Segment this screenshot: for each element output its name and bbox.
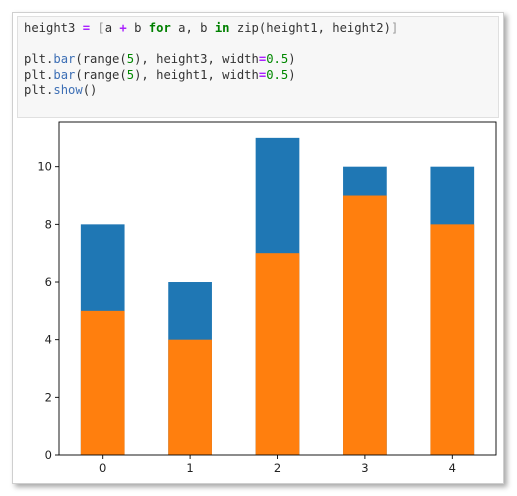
code-token: = (82, 21, 91, 35)
code-line: plt.show() (24, 83, 97, 98)
code-token: ) (288, 52, 296, 66)
y-tick-label: 10 (37, 160, 52, 174)
bar-series1-1 (168, 339, 212, 455)
code-token: plt. (24, 52, 54, 66)
x-tick-label: 0 (99, 461, 106, 475)
code-line: height3 = [a + b for a, b in zip(height1… (24, 21, 398, 36)
x-tick-label: 2 (274, 461, 281, 475)
code-token: ), height3, width (134, 52, 259, 66)
code-token: 0.5 (266, 52, 289, 66)
bar-series1-4 (430, 224, 475, 455)
notebook-cell: height3 = [a + b for a, b in zip(height1… (12, 12, 504, 484)
code-token: (range( (75, 52, 127, 66)
code-token: ), height1, width (134, 67, 259, 82)
code-token: [ (90, 21, 105, 35)
code-token: for (148, 21, 171, 35)
cell-output: 0 1 2 3 4 0 2 4 6 8 10 (13, 119, 503, 483)
code-input-area[interactable]: height3 = [a + b for a, b in zip(height1… (17, 16, 499, 118)
y-tick-label: 8 (45, 217, 52, 231)
x-tick-label: 1 (186, 461, 193, 475)
code-token: = (258, 67, 267, 82)
code-token: + (119, 21, 127, 35)
y-tick-label: 2 (45, 390, 52, 404)
code-token: bar (53, 52, 76, 66)
code-token: plt. (24, 83, 54, 97)
code-token: 5 (126, 52, 135, 66)
code-token: = (258, 52, 267, 66)
bar-chart: 0 1 2 3 4 0 2 4 6 8 10 (37, 121, 497, 475)
code-token: (range( (75, 67, 127, 82)
y-tick-label: 0 (45, 448, 52, 462)
bar-series1-2 (255, 253, 300, 455)
bar-series1-0 (80, 310, 125, 455)
bar-series1-3 (343, 195, 387, 455)
code-line: plt.bar(range(5), height1, width=0.5) (24, 68, 296, 83)
x-tick-label: 4 (449, 461, 456, 475)
y-tick-label: 4 (45, 333, 52, 347)
code-token: ] (390, 21, 399, 35)
x-tick-label: 3 (361, 461, 368, 475)
code-token: zip(height1, height2) (229, 21, 391, 35)
code-token: 0.5 (266, 67, 289, 82)
code-token: in (214, 21, 230, 35)
code-token: a, b (170, 21, 215, 35)
code-token: () (82, 83, 98, 97)
code-token: bar (53, 67, 76, 82)
code-token: a (104, 21, 120, 35)
code-token: height3 (24, 21, 83, 35)
code-token: show (53, 83, 83, 97)
code-token: plt. (24, 67, 54, 82)
code-token: 5 (126, 67, 135, 82)
code-token: b (126, 21, 149, 35)
code-token: ) (288, 67, 296, 82)
code-line: plt.bar(range(5), height3, width=0.5) (24, 52, 296, 67)
y-tick-label: 6 (45, 275, 52, 289)
